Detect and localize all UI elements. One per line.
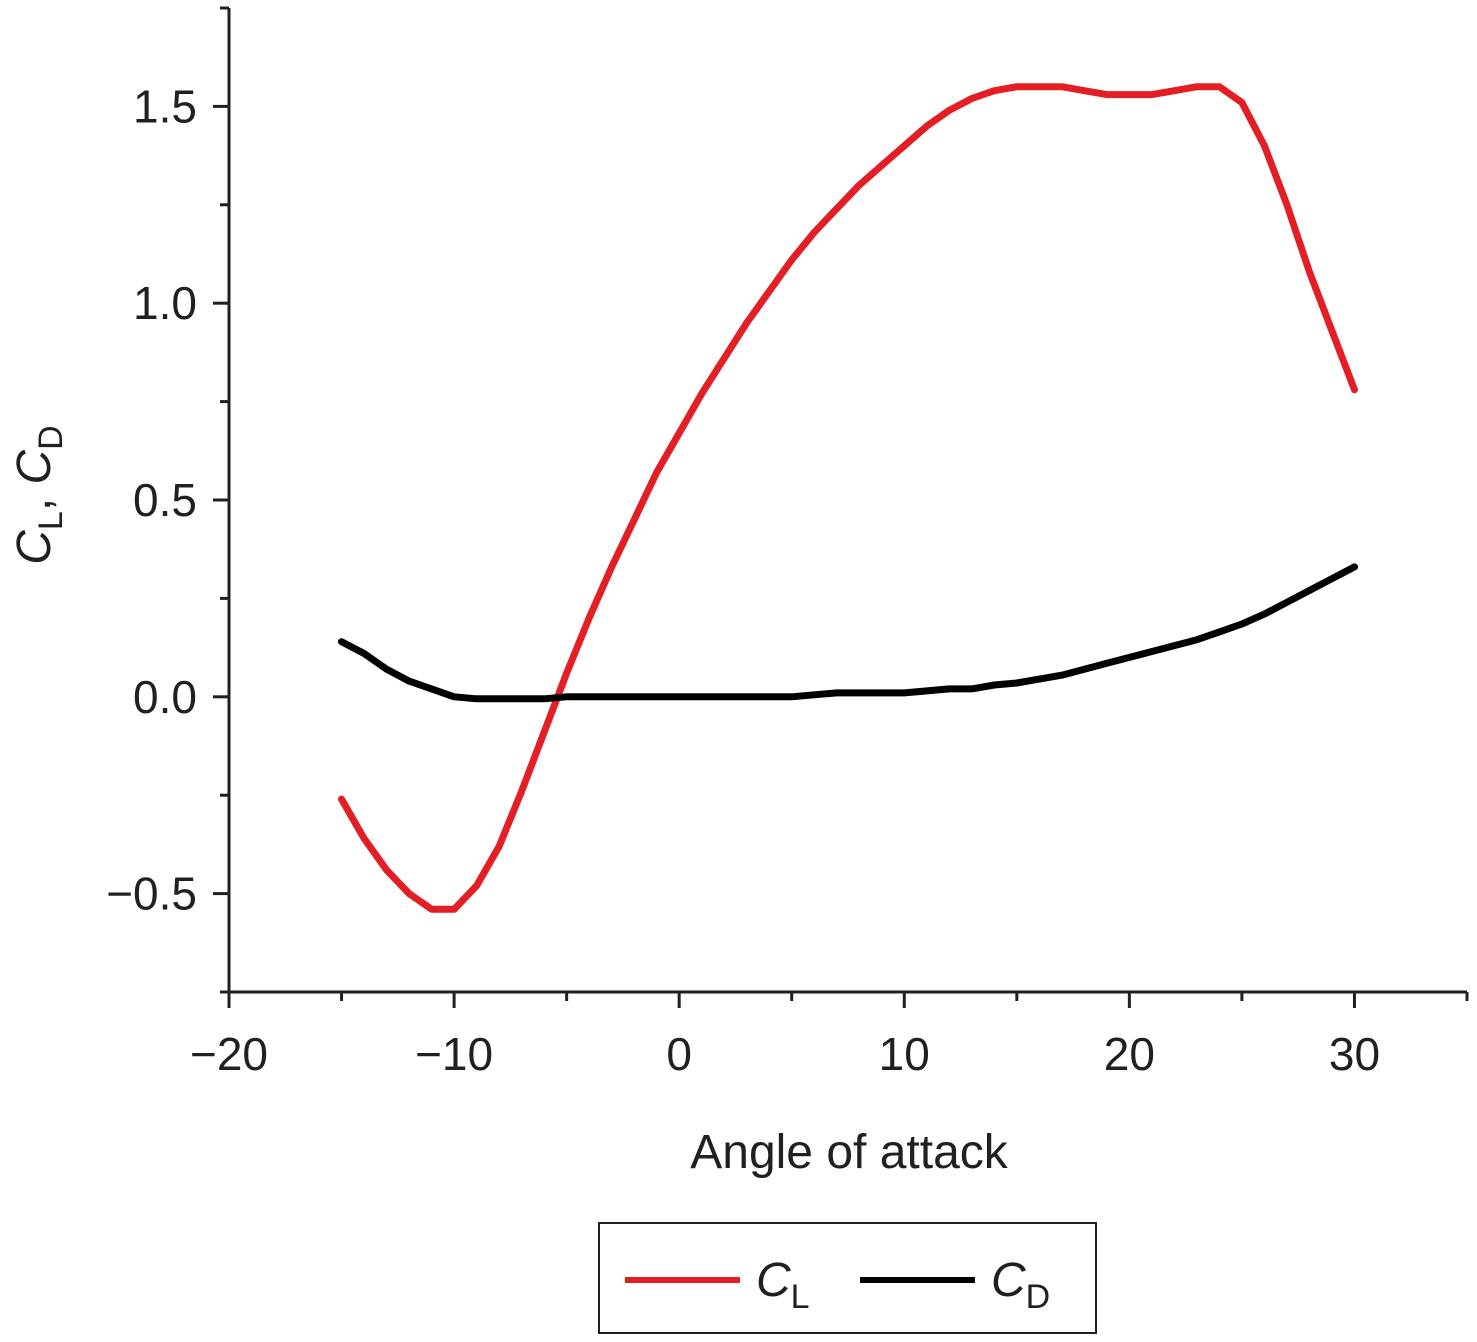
x-axis-title: Angle of attack — [690, 1126, 1009, 1179]
legend: CL CD — [598, 1222, 1097, 1334]
x-tick-label: 30 — [1329, 1028, 1380, 1080]
ticks: −20 −10 0 10 20 30 −0.5 0.0 0.5 1.0 1.5 — [106, 6, 1469, 1080]
y-tick-label: 0.0 — [133, 671, 197, 723]
legend-label-cl: CL — [756, 1254, 810, 1316]
x-tick-label: 10 — [879, 1028, 930, 1080]
series-lines — [338, 83, 1358, 913]
y-axis-title: CL, CD — [8, 425, 70, 565]
y-axis-title-symbol-1: C — [8, 530, 61, 565]
y-axis-title-sub-1: L — [32, 511, 70, 530]
y-tick-label: 0.5 — [133, 474, 197, 526]
x-tick-label: 0 — [666, 1028, 692, 1080]
y-axis-title-symbol-2: C — [8, 449, 61, 484]
y-axis-title-sub-2: D — [32, 425, 70, 450]
legend-label-cd: CD — [991, 1254, 1050, 1316]
series-line-cd — [338, 563, 1358, 703]
series-line-cl — [338, 83, 1358, 913]
x-tick-label: 20 — [1104, 1028, 1155, 1080]
y-axis-title-sep: , — [8, 484, 61, 511]
y-tick-label: −0.5 — [106, 868, 197, 920]
axes — [227, 8, 1467, 994]
x-tick-label: −20 — [190, 1028, 268, 1080]
x-tick-label: −10 — [415, 1028, 493, 1080]
y-tick-label: 1.5 — [133, 80, 197, 132]
y-tick-label: 1.0 — [133, 277, 197, 329]
